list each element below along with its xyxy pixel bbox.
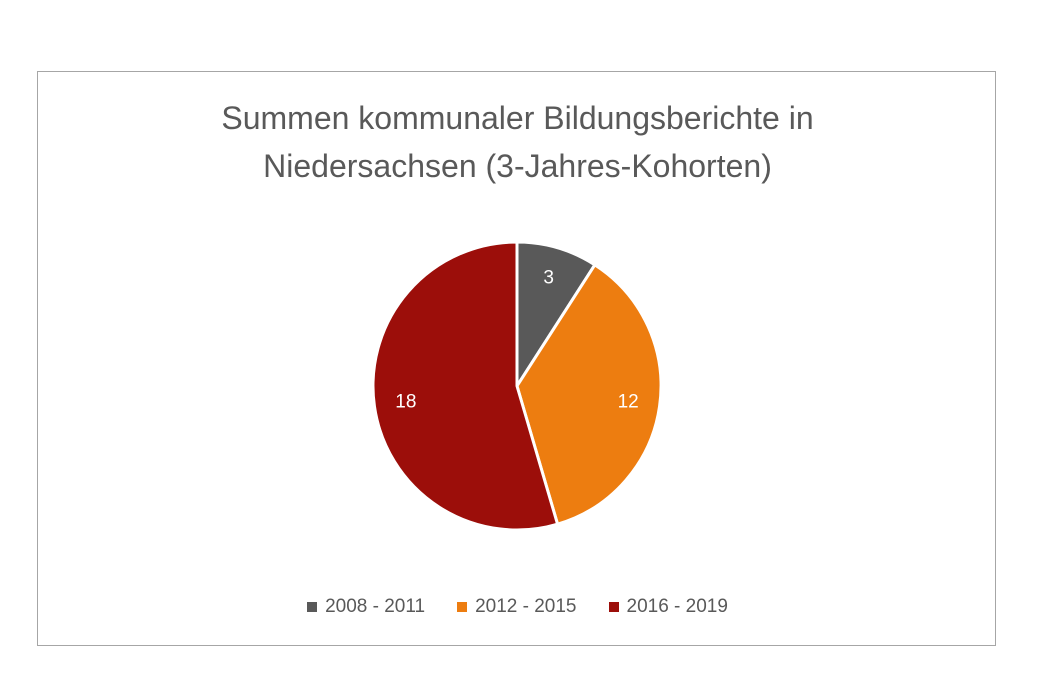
legend-label-2012-2015: 2012 - 2015 (475, 596, 577, 617)
chart-title-line-2: Niedersachsen (3-Jahres-Kohorten) (263, 148, 772, 184)
pie-data-label-2012-2015: 12 (618, 391, 639, 412)
chart-title-line-1: Summen kommunaler Bildungsberichte in (221, 100, 814, 136)
pie-slices (371, 240, 663, 532)
legend-swatch-2012-2015 (457, 602, 468, 612)
legend-swatch-2008-2011 (307, 602, 318, 612)
legend-item-2008-2011: 2008 - 2011 (307, 596, 425, 618)
chart-title: Summen kommunaler Bildungsberichte in Ni… (38, 94, 997, 190)
pie-data-label-2008-2011: 3 (543, 268, 554, 289)
legend: 2008 - 2011 2012 - 2015 2016 - 2019 (38, 596, 997, 618)
legend-label-2008-2011: 2008 - 2011 (325, 596, 426, 617)
legend-swatch-2016-2019 (608, 602, 619, 612)
legend-item-2012-2015: 2012 - 2015 (457, 596, 577, 618)
pie-chart: 3 12 18 (371, 240, 663, 532)
pie-slice-2012-2015 (515, 263, 663, 526)
legend-label-2016-2019: 2016 - 2019 (626, 596, 728, 617)
legend-item-2016-2019: 2016 - 2019 (608, 596, 728, 618)
pie-data-label-2016-2019: 18 (395, 391, 416, 412)
pie-slice-2016-2019 (371, 240, 560, 532)
chart-frame: Summen kommunaler Bildungsberichte in Ni… (37, 71, 996, 646)
pie-slice-2008-2011 (515, 240, 597, 388)
pie-data-labels: 3 12 18 (395, 268, 638, 413)
